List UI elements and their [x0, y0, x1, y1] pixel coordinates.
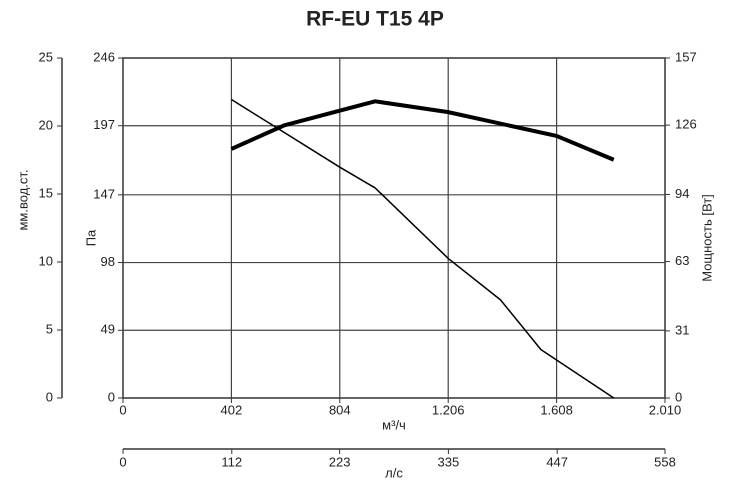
x2-tick-label: 0 [119, 454, 126, 469]
x2-axis-label: л/с [385, 465, 403, 480]
x2-tick-label: 223 [329, 454, 351, 469]
plot-frame [122, 57, 666, 399]
series-line [231, 98, 615, 399]
y2-tick-label: 0 [675, 389, 682, 404]
y2-tick-label: 157 [675, 49, 697, 64]
y2-tick-label: 94 [675, 186, 689, 201]
x2-tick-label: 335 [438, 454, 460, 469]
x-tick-label: 0 [119, 402, 126, 417]
x-tick-label: 804 [329, 402, 351, 417]
chart-title: RF-EU T15 4P [306, 8, 444, 31]
x-tick-label: 2.010 [649, 402, 682, 417]
x-tick-label: 1.206 [432, 402, 465, 417]
series-line [230, 99, 615, 162]
y3-tick-label: 5 [46, 321, 53, 336]
y3-axis-label: мм.вод.ст. [15, 169, 30, 230]
y2-tick-label: 126 [675, 117, 697, 132]
y-tick-label: 246 [93, 49, 115, 64]
y-tick-label: 147 [93, 186, 115, 201]
x2-tick-label: 558 [654, 454, 676, 469]
y3-tick-label: 0 [46, 389, 53, 404]
y3-tick-label: 20 [39, 117, 53, 132]
x-axis-label: м³/ч [382, 417, 406, 432]
x2-tick-label: 112 [221, 454, 242, 469]
x-tick-label: 402 [221, 402, 243, 417]
y-tick-label: 197 [93, 117, 115, 132]
x2-tick-label: 447 [546, 454, 568, 469]
y-tick-label: 0 [108, 389, 115, 404]
y-tick-label: 98 [101, 254, 115, 269]
x-tick-label: 1.608 [540, 402, 573, 417]
y3-tick-label: 10 [39, 253, 53, 268]
y2-tick-label: 31 [675, 322, 689, 337]
y3-tick-label: 15 [39, 185, 53, 200]
y3-tick-label: 25 [39, 49, 53, 64]
y2-tick-label: 63 [675, 253, 689, 268]
y-tick-label: 49 [101, 322, 115, 337]
y2-axis-label: Мощность [Вт] [699, 194, 714, 282]
y-axis-label: Па [83, 229, 98, 246]
